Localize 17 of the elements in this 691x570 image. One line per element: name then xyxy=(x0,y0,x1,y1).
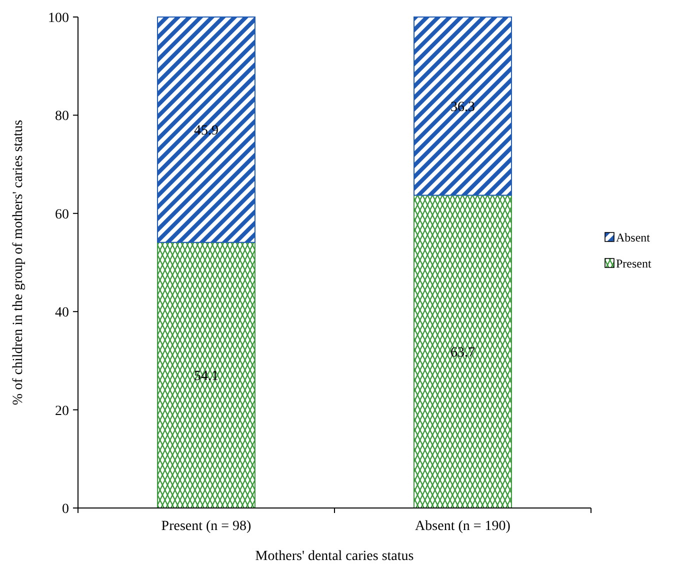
bar xyxy=(414,16,512,196)
y-tick-label: 60 xyxy=(55,207,69,222)
y-tick-label: 0 xyxy=(62,502,69,517)
bar xyxy=(157,242,256,508)
y-tick-label: 40 xyxy=(55,306,69,321)
y-tick-label: 20 xyxy=(55,404,69,419)
x-tick-label: Present (n = 98) xyxy=(161,519,252,534)
y-tick-label: 80 xyxy=(55,109,69,124)
x-axis-title: Mothers' dental caries status xyxy=(255,549,414,564)
bar xyxy=(414,194,512,508)
legend-label: Absent xyxy=(616,230,651,244)
data-label: 36.3 xyxy=(450,100,475,116)
bar xyxy=(157,16,256,243)
legend-label: Present xyxy=(616,256,652,270)
x-tick-label: Absent (n = 190) xyxy=(415,519,511,534)
y-axis-title: % of children in the group of mothers' caries status xyxy=(11,120,26,406)
y-tick-label: 100 xyxy=(48,11,69,26)
